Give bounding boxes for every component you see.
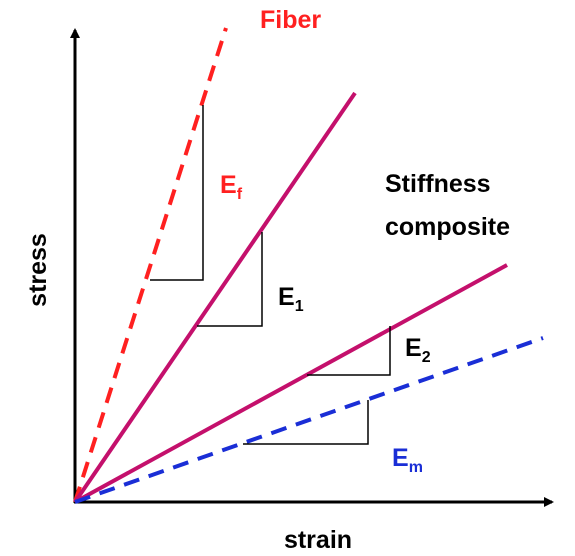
- composite-line-1: [73, 91, 357, 504]
- slope-triangle: [307, 326, 391, 376]
- composite-label: Stiffness: [385, 170, 491, 198]
- x-axis-label: strain: [284, 526, 352, 554]
- composite-line-2: [74, 263, 508, 504]
- matrix-line: [74, 336, 544, 504]
- fiber-label: Fiber: [260, 6, 321, 34]
- modulus-label: E2: [405, 334, 431, 366]
- modulus-label: E1: [278, 283, 304, 315]
- slope-triangle: [243, 400, 369, 445]
- fiber-line: [73, 27, 228, 503]
- composite-label: composite: [385, 213, 510, 241]
- modulus-label: Ef: [220, 171, 243, 203]
- slope-triangle: [197, 232, 263, 327]
- y-axis-label: stress: [24, 233, 52, 307]
- slope-triangle: [150, 105, 204, 281]
- modulus-label: Em: [392, 444, 423, 476]
